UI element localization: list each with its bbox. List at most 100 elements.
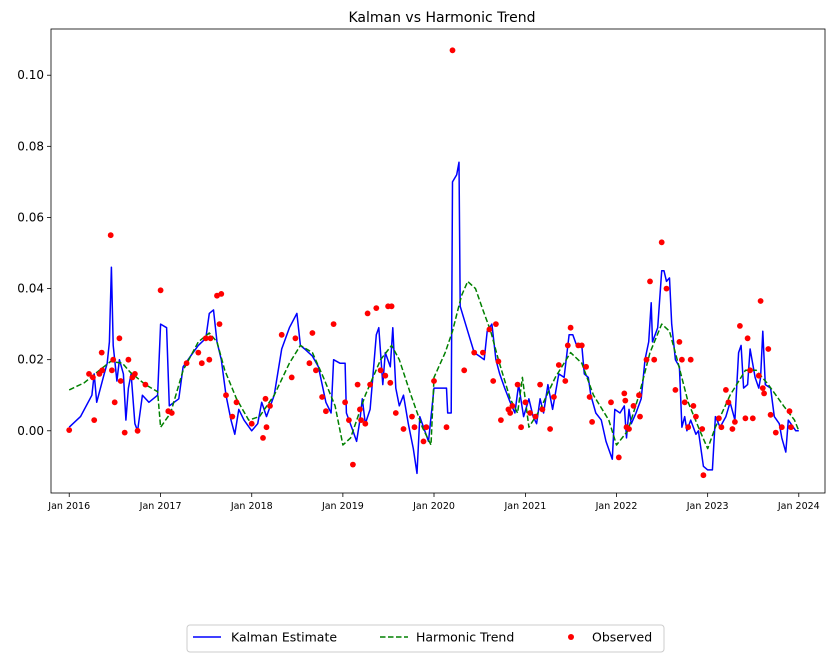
observed-point xyxy=(86,371,92,377)
observed-point xyxy=(362,420,369,427)
observed-point xyxy=(346,417,352,423)
legend-harmonic-label: Harmonic Trend xyxy=(416,630,514,645)
observed-point xyxy=(260,435,266,441)
observed-point xyxy=(663,285,670,292)
observed-point xyxy=(121,429,128,436)
observed-point xyxy=(233,399,240,406)
observed-point xyxy=(498,417,504,423)
observed-point xyxy=(263,424,270,431)
observed-point xyxy=(183,360,190,367)
observed-point xyxy=(583,363,589,370)
observed-point xyxy=(157,287,164,294)
observed-point xyxy=(725,399,732,406)
observed-point xyxy=(443,424,450,431)
observed-point xyxy=(110,356,117,363)
series-layer xyxy=(66,47,800,479)
observed-point xyxy=(313,367,319,374)
y-axis-ticks: 0.00 0.02 0.04 0.06 0.08 0.10 xyxy=(17,68,51,438)
observed-point xyxy=(608,399,614,406)
observed-point xyxy=(357,406,363,413)
observed-point xyxy=(350,461,356,468)
observed-point xyxy=(388,303,395,310)
observed-point xyxy=(507,410,514,416)
observed-point xyxy=(490,378,497,384)
observed-point xyxy=(532,413,539,420)
y-tick-label: 0.08 xyxy=(17,139,44,153)
legend-kalman-label: Kalman Estimate xyxy=(231,630,337,645)
observed-point xyxy=(248,420,255,427)
observed-point xyxy=(539,406,546,413)
observed-point xyxy=(495,358,502,365)
observed-point xyxy=(431,378,437,384)
y-tick-label: 0.04 xyxy=(17,282,44,296)
observed-point xyxy=(423,424,430,431)
observed-point xyxy=(778,424,785,431)
series-observed xyxy=(66,47,794,479)
observed-point xyxy=(218,291,225,297)
x-tick-label: Jan 2019 xyxy=(321,501,364,512)
observed-point xyxy=(622,397,629,404)
x-tick-label: Jan 2017 xyxy=(139,501,182,512)
observed-point xyxy=(216,321,223,327)
x-tick-label: Jan 2024 xyxy=(777,501,820,512)
observed-point xyxy=(651,356,658,363)
observed-point xyxy=(387,379,394,386)
observed-point xyxy=(367,381,373,388)
observed-point xyxy=(643,356,650,363)
observed-point xyxy=(723,387,729,393)
observed-point xyxy=(567,324,574,331)
x-axis-ticks: Jan 2016 Jan 2017 Jan 2018 Jan 2019 Jan 2020… xyxy=(47,493,820,512)
observed-point xyxy=(411,424,418,431)
legend: Kalman Estimate Harmonic Trend Observed xyxy=(186,624,665,653)
observed-point xyxy=(392,410,399,416)
observed-point xyxy=(198,360,205,367)
observed-point xyxy=(765,346,772,352)
observed-point xyxy=(555,362,562,368)
observed-point xyxy=(716,415,722,422)
observed-point xyxy=(330,321,337,327)
observed-point xyxy=(586,394,593,400)
observed-point xyxy=(377,367,384,374)
observed-point xyxy=(636,392,642,399)
observed-point xyxy=(527,410,533,416)
observed-point xyxy=(767,411,774,418)
observed-point xyxy=(737,323,743,329)
observed-point xyxy=(658,239,665,246)
observed-point xyxy=(486,326,493,333)
observed-point xyxy=(578,342,585,349)
legend-observed-label: Observed xyxy=(592,630,652,645)
observed-point xyxy=(672,387,679,393)
observed-point xyxy=(207,335,214,342)
observed-point xyxy=(202,335,209,342)
observed-point xyxy=(637,413,643,420)
observed-point xyxy=(729,426,736,432)
observed-point xyxy=(687,356,694,363)
observed-point xyxy=(747,367,753,374)
x-tick-label: Jan 2021 xyxy=(503,501,546,512)
observed-point xyxy=(109,367,115,374)
legend-box xyxy=(186,624,665,653)
observed-point xyxy=(382,372,389,379)
observed-point xyxy=(679,356,685,363)
observed-point xyxy=(461,367,468,374)
observed-point xyxy=(400,426,407,432)
observed-point xyxy=(111,399,118,406)
observed-point xyxy=(755,372,762,379)
observed-point xyxy=(547,426,553,432)
observed-point xyxy=(342,399,348,406)
observed-point xyxy=(509,403,516,409)
x-tick-label: Jan 2016 xyxy=(47,501,90,512)
observed-point xyxy=(761,390,767,397)
observed-point xyxy=(116,335,123,342)
observed-point xyxy=(480,349,486,356)
observed-point xyxy=(262,395,269,402)
observed-point xyxy=(358,417,364,423)
observed-point xyxy=(142,381,149,388)
chart-title: Kalman vs Harmonic Trend xyxy=(348,10,535,26)
axes-frame xyxy=(50,28,826,494)
observed-point xyxy=(420,438,427,445)
observed-point xyxy=(718,424,725,431)
observed-point xyxy=(700,472,707,479)
observed-point xyxy=(788,424,794,431)
